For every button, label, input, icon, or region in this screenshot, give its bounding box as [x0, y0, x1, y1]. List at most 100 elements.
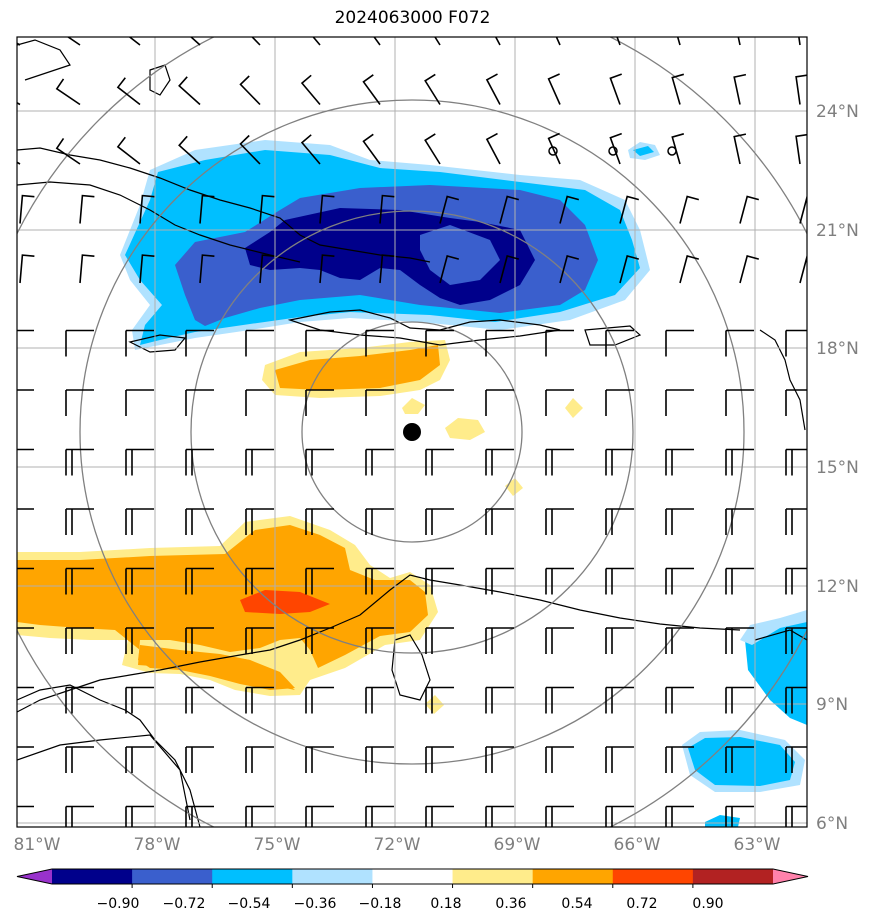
wind-barb	[17, 686, 34, 689]
wind-barb	[785, 567, 807, 595]
wind-barb	[725, 686, 754, 714]
wind-barb	[605, 686, 634, 714]
wind-barb	[725, 746, 754, 773]
wind-barb	[485, 132, 501, 165]
wind-barb	[139, 194, 155, 224]
wind-barb	[619, 255, 640, 284]
lesser-antilles	[759, 329, 806, 431]
wind-barb	[605, 329, 634, 357]
colorbar-label: 0.54	[561, 896, 592, 912]
colorbar-segment	[292, 869, 373, 884]
colombia-interior	[17, 734, 191, 821]
wind-barb	[300, 134, 321, 165]
wind-barb	[671, 73, 685, 105]
wind-barb	[185, 448, 214, 476]
wind-barb	[785, 389, 807, 416]
colorbar-labels: −0.90 −0.72 −0.54 −0.36 −0.18 0.18 0.36 …	[97, 896, 724, 912]
wind-barb	[425, 627, 454, 654]
wind-barb	[725, 448, 754, 476]
wind-barb	[605, 627, 634, 654]
wind-barb	[178, 76, 201, 106]
wind-barb	[365, 448, 394, 476]
wind-barb	[305, 389, 334, 416]
colorbar-segment	[132, 869, 213, 884]
colorbar-label: 0.90	[692, 896, 723, 912]
colorbar-label: 0.18	[430, 896, 461, 912]
cuba-coast	[17, 147, 431, 263]
wind-barb	[312, 37, 321, 46]
colorbar-segment	[612, 869, 694, 884]
wind-barb	[679, 255, 700, 284]
wind-barb	[65, 567, 94, 595]
wind-barb	[245, 686, 274, 714]
colorbar-segment	[372, 869, 454, 884]
lon-tick-label: 81°W	[14, 835, 61, 855]
wind-barb	[125, 448, 154, 476]
colorbar-label: −0.54	[228, 896, 271, 912]
positive-anomaly-small1	[402, 398, 425, 414]
wind-barb	[547, 132, 561, 165]
wind-barb	[665, 508, 694, 535]
wind-barb	[499, 255, 520, 284]
wind-barb	[128, 37, 141, 46]
wind-barb	[665, 567, 694, 595]
colorbar-extend-low	[17, 869, 52, 884]
range-ring-1	[301, 321, 523, 543]
trinidad	[754, 629, 807, 641]
bahamas	[149, 64, 171, 96]
wind-barb	[19, 254, 35, 284]
wind-barb	[17, 746, 34, 748]
wind-barb	[785, 746, 807, 773]
wind-barb	[65, 448, 94, 476]
wind-barb	[125, 805, 154, 827]
wind-barb	[17, 448, 34, 451]
wind-barb	[739, 255, 760, 284]
wind-barb	[185, 389, 214, 416]
cuba-coast-south	[17, 181, 301, 263]
wind-barb	[17, 627, 34, 629]
range-ring-2	[190, 210, 634, 654]
wind-barb	[185, 746, 214, 773]
wind-barb	[125, 627, 154, 654]
positive-anomaly-small3	[565, 398, 583, 418]
wind-barb	[189, 37, 201, 46]
wind-barb	[485, 389, 514, 416]
wind-barb	[425, 329, 454, 357]
wind-barb	[739, 195, 760, 224]
wind-barb	[65, 686, 94, 714]
wind-barb	[245, 627, 274, 654]
wind-barb	[245, 389, 274, 416]
wind-barb	[545, 329, 574, 357]
wind-barb	[425, 508, 454, 535]
wind-barb	[185, 805, 214, 827]
wind-barb	[365, 389, 394, 416]
wind-barb	[425, 567, 454, 595]
wind-barb	[116, 77, 141, 106]
wind-barb	[609, 73, 622, 105]
wind-barb	[185, 567, 214, 595]
wind-barb	[245, 329, 274, 357]
range-ring-3	[79, 99, 745, 765]
wind-barb	[559, 255, 580, 284]
panama-coast	[17, 684, 201, 827]
calm-marker	[667, 146, 677, 156]
florida-keys	[17, 39, 71, 81]
wind-barb	[365, 686, 394, 714]
wind-barb	[79, 254, 95, 284]
wind-barb	[319, 254, 335, 284]
lat-tick-label: 21°N	[816, 221, 859, 241]
coastlines	[17, 39, 807, 827]
wind-barb	[559, 195, 580, 224]
wind-barb	[545, 746, 574, 773]
positive-anomaly-south-lobe	[138, 645, 295, 690]
wind-barb	[245, 805, 274, 827]
wind-barb	[362, 74, 381, 105]
wind-barb	[665, 448, 694, 476]
lat-tick-label: 24°N	[816, 102, 859, 122]
hispaniola-coast	[287, 309, 561, 346]
lat-tick-label: 12°N	[816, 577, 859, 597]
wind-barb	[499, 195, 520, 224]
colorbar-outline	[16, 868, 809, 885]
wind-barb	[485, 746, 514, 773]
wind-barb	[545, 448, 574, 476]
